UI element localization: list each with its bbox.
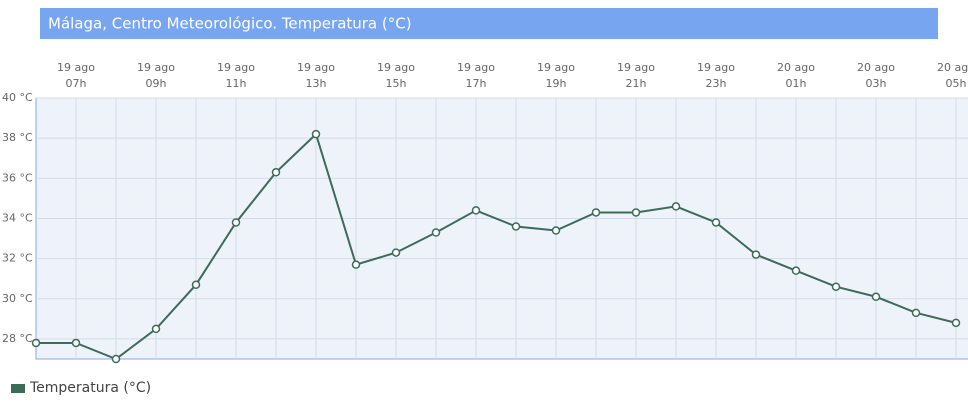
x-tick-label: 19 ago <box>57 61 95 74</box>
x-tick-label: 01h <box>786 77 807 90</box>
x-tick-label: 19 ago <box>697 61 735 74</box>
point <box>631 208 641 217</box>
point <box>111 354 121 364</box>
point <box>271 168 281 177</box>
x-tick-label: 20 ago <box>777 61 815 74</box>
x-tick-label: 20 ago <box>937 61 968 74</box>
plot-area <box>35 97 968 360</box>
point <box>511 222 521 231</box>
point <box>951 318 961 328</box>
point <box>711 218 721 227</box>
point <box>31 338 41 348</box>
x-tick-label: 17h <box>466 77 487 90</box>
x-tick-label: 19 ago <box>297 61 335 74</box>
x-tick-label: 19 ago <box>537 61 575 74</box>
point <box>471 206 481 215</box>
marks <box>31 129 961 364</box>
y-tick-label: 40 °C <box>2 91 33 104</box>
point <box>71 338 81 348</box>
x-tick-label: 13h <box>306 77 327 90</box>
x-tick-label: 03h <box>866 77 887 90</box>
point <box>151 324 161 334</box>
point <box>751 250 761 259</box>
point <box>231 218 241 227</box>
y-tick-label: 36 °C <box>2 171 33 184</box>
legend-label: Temperatura (°C) <box>29 380 151 396</box>
point <box>591 208 601 217</box>
point <box>831 282 841 291</box>
x-tick-label: 07h <box>66 77 87 90</box>
point <box>311 129 321 139</box>
title-bar <box>40 8 938 39</box>
y-tick-label: 30 °C <box>2 292 33 305</box>
x-tick-label: 21h <box>626 77 647 90</box>
x-tick-label: 11h <box>226 77 247 90</box>
x-tick-label: 19h <box>546 77 567 90</box>
point <box>351 260 361 269</box>
x-tick-label: 09h <box>146 77 167 90</box>
point <box>551 226 561 235</box>
point <box>911 308 921 318</box>
x-tick-label: 05h <box>946 77 967 90</box>
y-tick-label: 32 °C <box>2 252 33 265</box>
point <box>431 228 441 237</box>
line <box>36 132 957 361</box>
x-tick-label: 19 ago <box>617 61 655 74</box>
point <box>871 292 881 302</box>
x-tick-label: 23h <box>706 77 727 90</box>
y-tick-label: 28 °C <box>2 332 33 345</box>
x-tick-label: 19 ago <box>137 61 175 74</box>
x-tick-label: 15h <box>386 77 407 90</box>
point <box>791 266 801 275</box>
point <box>191 280 201 289</box>
point <box>671 202 681 211</box>
x-tick-label: 20 ago <box>857 61 895 74</box>
chart-title: Málaga, Centro Meteorológico. Temperatur… <box>48 15 412 33</box>
legend-swatch <box>11 384 25 393</box>
grid <box>36 97 968 359</box>
x-tick-label: 19 ago <box>217 61 255 74</box>
point <box>391 248 401 257</box>
y-tick-label: 34 °C <box>2 211 33 224</box>
x-tick-label: 19 ago <box>457 61 495 74</box>
x-tick-label: 19 ago <box>377 61 415 74</box>
y-tick-label: 38 °C <box>2 131 33 144</box>
